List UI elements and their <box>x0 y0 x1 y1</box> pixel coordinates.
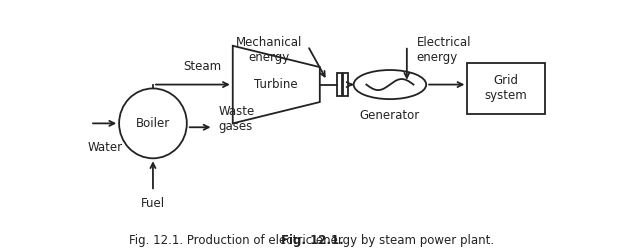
Text: Generator: Generator <box>360 109 420 122</box>
Bar <box>337 73 341 96</box>
Text: Grid
system: Grid system <box>485 74 527 103</box>
Text: Turbine: Turbine <box>255 78 298 91</box>
Text: Boiler: Boiler <box>136 117 170 130</box>
Bar <box>467 63 545 114</box>
Text: Steam: Steam <box>183 60 222 73</box>
Text: Fig. 12.1.: Fig. 12.1. <box>281 234 343 247</box>
Text: Mechanical
energy: Mechanical energy <box>236 36 302 64</box>
Text: Waste
gases: Waste gases <box>218 106 255 134</box>
Bar <box>343 73 348 96</box>
Text: Water: Water <box>87 141 123 154</box>
Text: Fuel: Fuel <box>141 197 165 210</box>
Text: Fig. 12.1. Production of electric energy by steam power plant.: Fig. 12.1. Production of electric energy… <box>129 234 495 247</box>
Text: Electrical
energy: Electrical energy <box>417 36 471 64</box>
